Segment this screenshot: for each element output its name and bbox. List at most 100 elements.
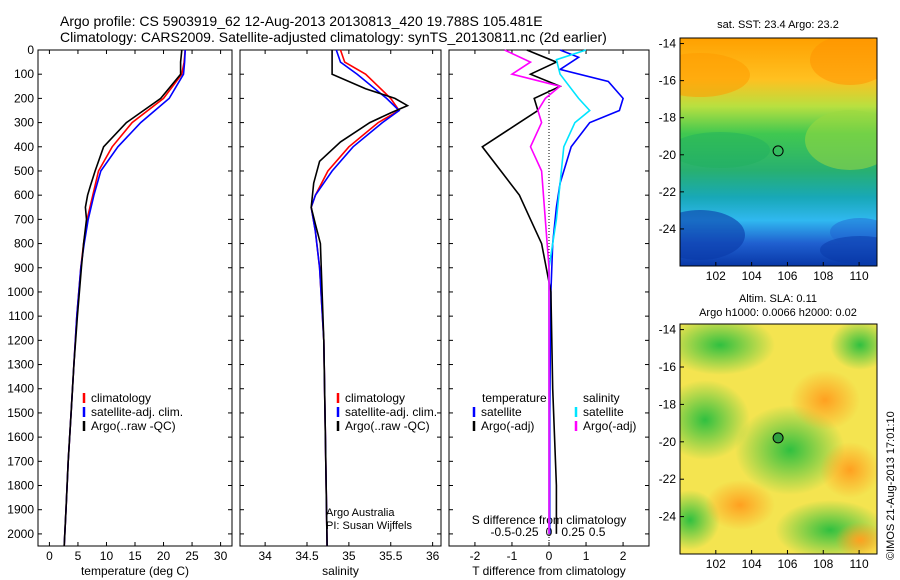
attribution-note: Argo Australia bbox=[326, 507, 395, 519]
depth-tick-label: 1600 bbox=[7, 430, 34, 444]
temperature-xtick-label: 0 bbox=[46, 549, 53, 563]
sla-map-xtick-label: 106 bbox=[777, 557, 797, 571]
salinity-legend-label: satellite-adj. clim. bbox=[345, 405, 437, 419]
salinity-xtick-label: 34.5 bbox=[295, 549, 319, 563]
sst-map-xtick-label: 104 bbox=[742, 269, 762, 283]
salinity-series-argo-raw-qc- bbox=[310, 50, 410, 547]
difference-profile-panel: -2 -1 0 1 2-0.5 -0.25 0 0.25 0.5S difference fro… bbox=[448, 49, 650, 578]
temperature-legend-label: climatology bbox=[91, 391, 151, 405]
sla-map-ytick-label: -22 bbox=[659, 472, 677, 486]
temperature-profile-panel: 0 5 10 15 20 25 30 temperature (deg C) 0 100 200 30… bbox=[7, 43, 233, 578]
temperature-xtick-label: 5 bbox=[75, 549, 82, 563]
difference-xtick2-label: -0.5 bbox=[491, 525, 512, 539]
difference-series-satellite bbox=[548, 49, 624, 534]
depth-tick-label: 600 bbox=[14, 188, 34, 202]
difference-temperature-legend-label: satellite bbox=[481, 405, 522, 419]
sst-map-ytick-label: -22 bbox=[659, 185, 677, 199]
depth-tick-label: 900 bbox=[14, 261, 34, 275]
imos-timestamp: ©IMOS 21-Aug-2013 17:01:10 bbox=[885, 411, 897, 560]
depth-tick-label: 400 bbox=[14, 140, 34, 154]
sla-map-ytick-label: -24 bbox=[659, 510, 677, 524]
temperature-xtick-label: 20 bbox=[157, 549, 171, 563]
temperature-xtick-label: 10 bbox=[100, 549, 114, 563]
sst-map-ytick-label: -24 bbox=[659, 222, 677, 236]
difference-xtick2-label: 0.5 bbox=[589, 525, 606, 539]
sla-map-panel: Altim. SLA: 0.11 Argo h1000: 0.0066 h200… bbox=[659, 293, 878, 571]
depth-tick-label: 100 bbox=[14, 67, 34, 81]
salinity-axes-frame bbox=[239, 49, 442, 547]
temperature-xtick-label: 15 bbox=[128, 549, 142, 563]
sla-map-xtick-label: 102 bbox=[706, 557, 726, 571]
salinity-xtick-label: 36 bbox=[426, 549, 440, 563]
sla-map-title-2: Argo h1000: 0.0066 h2000: 0.02 bbox=[699, 307, 857, 319]
depth-tick-label: 1300 bbox=[7, 358, 34, 372]
depth-tick-label: 700 bbox=[14, 212, 34, 226]
temperature-xlabel: temperature (deg C) bbox=[81, 564, 189, 578]
difference-xtick-label: -1 bbox=[507, 549, 518, 563]
argo-position-marker bbox=[772, 145, 784, 157]
depth-tick-label: 500 bbox=[14, 164, 34, 178]
difference-series-argo-adj-salinity- bbox=[504, 49, 562, 534]
sst-map-ytick-label: -16 bbox=[659, 74, 677, 88]
attribution-note: PI: Susan Wijffels bbox=[326, 520, 412, 532]
temperature-legend-label: Argo(..raw -QC) bbox=[91, 419, 176, 433]
salinity-legend-label: climatology bbox=[345, 391, 405, 405]
difference-xtick-label: 0 bbox=[546, 549, 553, 563]
legend-salinity-title: salinity bbox=[583, 391, 620, 405]
depth-tick-label: 1700 bbox=[7, 454, 34, 468]
depth-tick-label: 0 bbox=[27, 43, 34, 57]
depth-tick-label: 1900 bbox=[7, 503, 34, 517]
sst-map-ytick-label: -14 bbox=[659, 37, 677, 51]
difference-series-argo-adj- bbox=[481, 49, 563, 534]
difference-salinity-legend-label: satellite bbox=[583, 405, 624, 419]
difference-salinity-legend-label: Argo(-adj) bbox=[583, 419, 636, 433]
difference-xlabel: T difference from climatology bbox=[472, 564, 626, 578]
salinity-profile-panel: 34 34.5 35 35.5 36 salinity climatologysatelli… bbox=[239, 49, 442, 578]
sla-map-ytick-label: -14 bbox=[659, 323, 677, 337]
salinity-series-climatology bbox=[310, 49, 401, 547]
salinity-legend-label: Argo(..raw -QC) bbox=[345, 419, 430, 433]
difference-xtick2-label: 0.25 bbox=[561, 525, 585, 539]
difference-xtick-label: 1 bbox=[583, 549, 590, 563]
depth-tick-label: 1500 bbox=[7, 406, 34, 420]
temperature-xtick-label: 25 bbox=[185, 549, 199, 563]
argo-position-marker-sla bbox=[772, 432, 784, 444]
sla-map-xtick-label: 108 bbox=[813, 557, 833, 571]
depth-tick-label: 200 bbox=[14, 91, 34, 105]
sst-map-title: sat. SST: 23.4 Argo: 23.2 bbox=[717, 19, 839, 31]
temperature-legend-label: satellite-adj. clim. bbox=[91, 405, 183, 419]
depth-tick-label: 800 bbox=[14, 237, 34, 251]
difference-xtick2-label: -0.25 bbox=[511, 525, 539, 539]
temperature-xtick-label: 30 bbox=[214, 549, 228, 563]
legend-temperature-title: temperature bbox=[482, 391, 547, 405]
sla-map-title-1: Altim. SLA: 0.11 bbox=[739, 293, 817, 305]
salinity-series-satellite-adj-clim- bbox=[310, 49, 401, 547]
temperature-series-argo-raw-qc- bbox=[63, 49, 183, 547]
salinity-xlabel: salinity bbox=[322, 564, 359, 578]
difference-temperature-legend-label: Argo(-adj) bbox=[481, 419, 534, 433]
sst-map-panel: sat. SST: 23.4 Argo: 23.2 102 104 106 108 11… bbox=[659, 19, 878, 283]
depth-tick-label: 300 bbox=[14, 116, 34, 130]
depth-tick-label: 1400 bbox=[7, 382, 34, 396]
depth-tick-label: 2000 bbox=[7, 527, 34, 541]
sla-map-ytick-label: -18 bbox=[659, 397, 677, 411]
header-line-2: Climatology: CARS2009. Satellite-adjuste… bbox=[60, 29, 607, 45]
depth-tick-label: 1800 bbox=[7, 479, 34, 493]
sst-map-xtick-label: 110 bbox=[850, 269, 869, 283]
sla-map-ytick-label: -20 bbox=[659, 435, 677, 449]
depth-tick-label: 1200 bbox=[7, 333, 34, 347]
salinity-xtick-label: 35.5 bbox=[379, 549, 403, 563]
sst-map-xtick-label: 106 bbox=[777, 269, 797, 283]
salinity-xtick-label: 35 bbox=[342, 549, 356, 563]
depth-tick-label: 1100 bbox=[8, 309, 34, 323]
sla-map-ytick-label: -16 bbox=[659, 360, 677, 374]
sst-map-xtick-label: 108 bbox=[813, 269, 833, 283]
difference-xtick-label: -2 bbox=[470, 549, 481, 563]
sst-map-ytick-label: -18 bbox=[659, 111, 677, 125]
depth-tick-label: 1000 bbox=[7, 285, 34, 299]
sst-map-xtick-label: 102 bbox=[706, 269, 726, 283]
difference-xtick-label: 2 bbox=[620, 549, 627, 563]
sla-map-xtick-label: 104 bbox=[742, 557, 762, 571]
header-line-1: Argo profile: CS 5903919_62 12-Aug-2013 … bbox=[60, 13, 543, 29]
